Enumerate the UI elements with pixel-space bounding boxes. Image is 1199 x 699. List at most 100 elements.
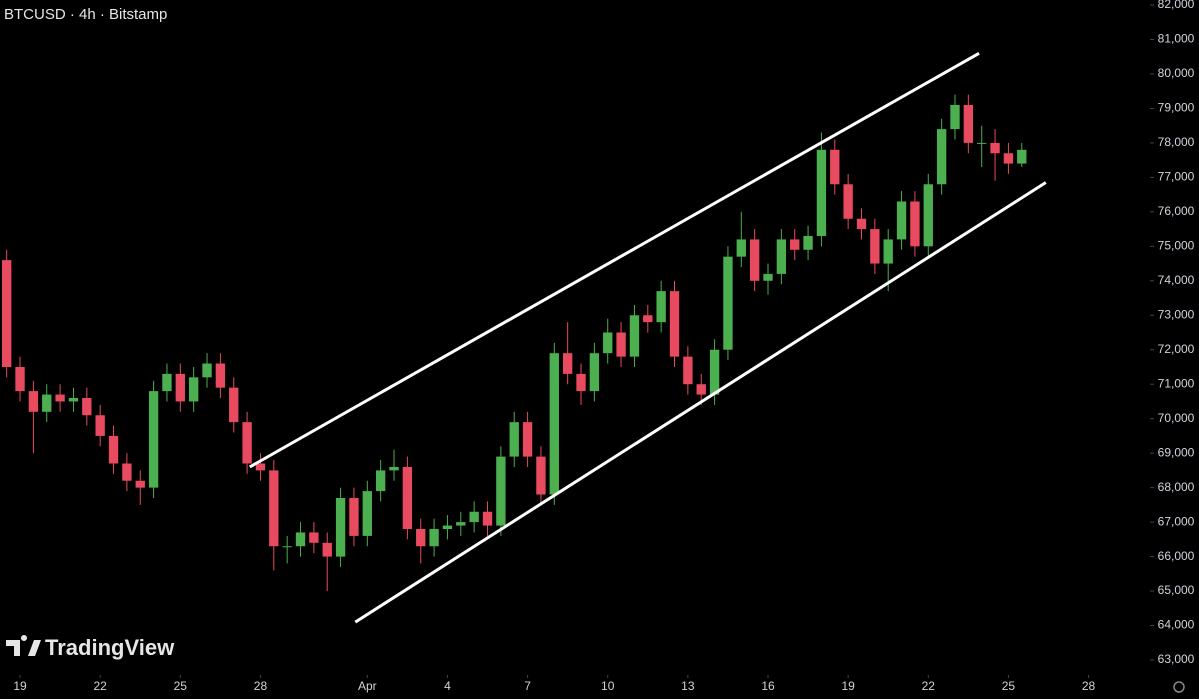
candle-body	[389, 466, 399, 471]
y-tick-label: 76,000	[1158, 204, 1195, 218]
candle-body	[122, 463, 132, 481]
chart-title: BTCUSD · 4h · Bitstamp	[4, 6, 167, 23]
channel-line	[249, 51, 980, 469]
candle-body	[509, 422, 519, 457]
candle-body	[429, 529, 439, 547]
candle-body	[496, 456, 506, 526]
x-tick-label: Apr	[358, 679, 377, 693]
candle-body	[456, 522, 466, 526]
channel-line	[354, 181, 1047, 624]
candle-body	[790, 239, 800, 250]
candle-body	[977, 142, 987, 144]
candle-body	[1003, 153, 1014, 164]
y-tick-label: 74,000	[1158, 273, 1195, 287]
candle-body	[709, 349, 720, 395]
candle-body	[736, 239, 746, 257]
candle-body	[683, 356, 693, 385]
candle-body	[643, 315, 653, 323]
candle-body	[148, 391, 159, 488]
candle-body	[242, 422, 252, 464]
candle-body	[870, 229, 880, 264]
x-tick-label: 25	[174, 679, 188, 693]
candle-body	[108, 435, 119, 464]
candle-body	[603, 332, 613, 354]
candle-body	[749, 239, 760, 281]
candle-body	[616, 332, 626, 357]
candle-body	[28, 391, 39, 412]
candle-body	[923, 184, 933, 247]
y-tick-label: 66,000	[1158, 549, 1195, 563]
candle-body	[282, 546, 292, 548]
x-tick-label: 28	[1082, 679, 1096, 693]
candle-body	[816, 149, 827, 236]
candle-body	[763, 273, 773, 281]
candle-body	[950, 104, 960, 130]
y-tick-label: 81,000	[1158, 32, 1195, 46]
candle-body	[883, 239, 893, 264]
x-tick-label: 16	[761, 679, 775, 693]
candle-body	[175, 373, 185, 402]
candle-body	[990, 142, 1000, 154]
settings-button[interactable]	[1173, 681, 1185, 693]
x-tick-label: 19	[841, 679, 855, 693]
settings-icon[interactable]	[1173, 681, 1185, 693]
x-tick-label: 4	[444, 679, 451, 693]
candle-body	[402, 466, 413, 530]
candle-body	[55, 394, 65, 402]
x-tick-label: 22	[922, 679, 936, 693]
x-tick-label: 13	[681, 679, 695, 693]
candle-body	[135, 480, 145, 488]
y-tick-label: 77,000	[1158, 170, 1195, 184]
candle-body	[482, 511, 493, 526]
y-tick-label: 73,000	[1158, 307, 1195, 321]
candle-body	[255, 463, 266, 471]
candle-body	[15, 366, 25, 392]
candle-body	[375, 470, 386, 492]
candle-body	[562, 353, 573, 374]
y-tick-label: 78,000	[1158, 135, 1195, 149]
candle-body	[910, 201, 920, 247]
y-tick-label: 70,000	[1158, 411, 1195, 425]
candle-body	[335, 497, 346, 557]
candle-body	[362, 491, 372, 536]
y-tick-label: 79,000	[1158, 101, 1195, 115]
candle-body	[162, 373, 172, 392]
candle-body	[803, 235, 813, 250]
candle-body	[576, 373, 586, 392]
y-tick-label: 71,000	[1158, 376, 1195, 390]
candle-body	[963, 104, 974, 143]
y-tick-label: 64,000	[1158, 618, 1195, 632]
logo-text: TradingView	[45, 635, 175, 660]
candle-body	[1017, 149, 1027, 164]
candle-body	[696, 384, 706, 395]
candle-body	[229, 387, 239, 423]
candle-body	[95, 415, 105, 436]
y-tick-label: 75,000	[1158, 238, 1195, 252]
logo-icon	[6, 635, 41, 656]
candle-body	[936, 129, 947, 185]
candle-body	[856, 218, 867, 230]
candle-body	[442, 525, 453, 530]
candle-body	[188, 377, 199, 402]
candle-body	[82, 398, 92, 416]
candle-body	[295, 532, 306, 547]
x-tick-label: 19	[13, 679, 27, 693]
candle-body	[42, 394, 52, 412]
y-tick-label: 65,000	[1158, 583, 1195, 597]
candle-body	[322, 542, 332, 557]
candle-body	[723, 256, 733, 350]
candle-body	[629, 315, 640, 357]
x-tick-label: 25	[1002, 679, 1016, 693]
logo: TradingView	[6, 635, 175, 660]
candle-body	[896, 201, 907, 240]
candle-body	[269, 470, 279, 547]
candle-body	[349, 497, 359, 536]
y-tick-label: 68,000	[1158, 480, 1195, 494]
y-tick-label: 82,000	[1158, 0, 1195, 11]
x-tick-label: 28	[254, 679, 268, 693]
candle-body	[549, 353, 559, 495]
candle-body	[522, 422, 533, 457]
y-tick-label: 69,000	[1158, 445, 1195, 459]
candle-body	[843, 184, 853, 219]
